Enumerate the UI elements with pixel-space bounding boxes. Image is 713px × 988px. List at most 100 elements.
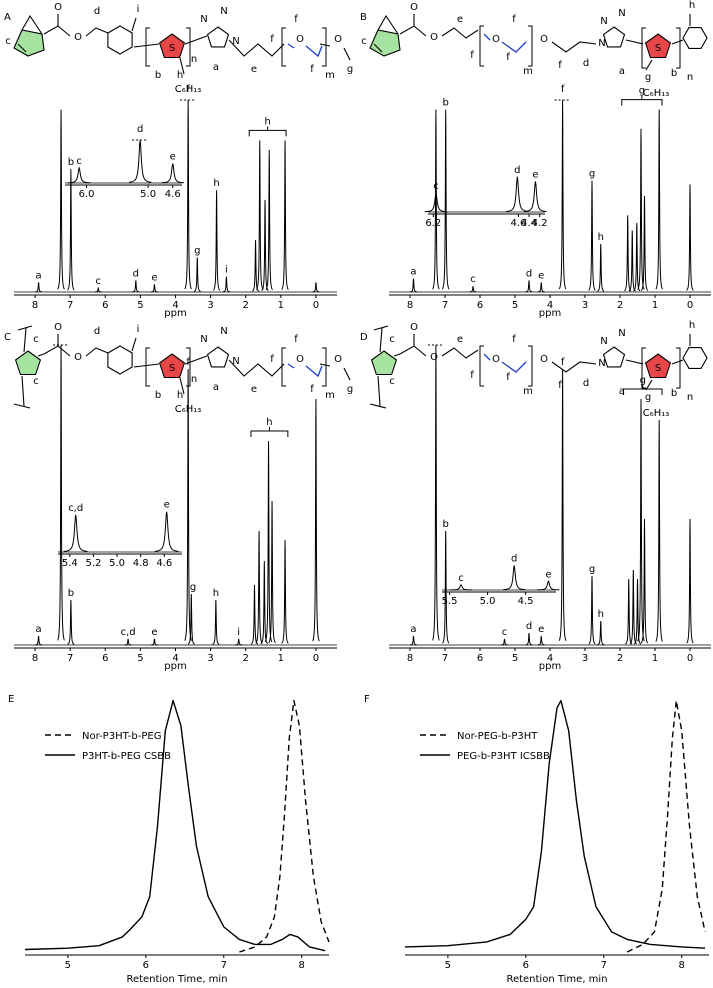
peak-label: e [164,500,170,511]
bond [17,43,27,53]
peak [588,575,596,645]
bracket [145,347,150,387]
structure-label: O [74,352,82,363]
structure-label: N [600,16,607,27]
structure-label: O [74,32,82,43]
peak-label: d [511,554,517,565]
peak [450,583,472,591]
structure-label: N [220,326,227,337]
peak-label: c [458,573,464,584]
peak [255,140,264,290]
structure-label: N [232,36,239,47]
structure-label: N [232,356,239,367]
bond [501,41,527,53]
bracket [676,27,681,69]
structure-label: O [54,322,62,333]
x-tick-label: 6 [102,300,108,311]
x-tick-label: 7 [67,300,73,311]
bond [23,327,27,353]
peak [588,180,596,291]
structure-label: O [492,34,500,45]
bond [625,359,644,365]
ring [107,345,133,375]
structure-label: a [619,66,625,77]
structure-label: c [33,334,39,345]
x-tick-label: 5.0 [109,558,125,569]
peak [268,500,276,644]
x-tick-label: 2 [243,653,249,664]
bond [319,43,331,47]
structure-label: c [389,334,395,345]
structure-label: O [410,322,418,333]
structure-label: f [512,334,516,345]
structure-label: N [200,334,207,345]
structure-label: b [155,390,161,401]
bond [343,367,351,381]
x-tick-label: 4 [547,653,553,664]
bracket [479,25,484,67]
panel-label: F [364,694,370,705]
bracket [479,345,484,387]
peak-label: d [133,268,139,279]
peak [537,635,545,646]
legend-label: PEG-b-P3HT ICSBB [457,751,550,762]
ring [602,26,626,48]
ring [644,353,672,379]
peak-label: i [225,265,228,276]
structure-label: m [325,390,335,401]
peak [537,282,545,293]
peak-label: c [470,274,476,285]
structure-label: h [689,0,695,11]
bracket [528,25,533,67]
trace [24,699,326,952]
bracket [641,27,646,69]
structure-label: N [600,336,607,347]
peak-label: a [36,624,42,635]
structure-label: f [506,52,510,63]
peak [255,530,263,644]
bond [21,14,43,35]
trace [404,699,706,949]
peak-label: g [194,245,200,256]
bond [373,325,389,331]
peak-label: e [170,152,176,163]
panel-label: D [360,332,368,343]
bond [645,59,653,71]
peak [633,578,642,645]
ring [206,26,230,48]
structure-label: C₆H₁₃ [643,408,670,419]
structure-label: f [294,334,298,345]
bond [441,27,479,39]
x-tick-label: 3 [207,300,213,311]
peak-label: c [96,276,102,287]
structure-label: d [94,326,100,337]
structure-label: g [347,384,353,395]
bond [369,403,387,409]
x-tick-label: 1 [652,300,658,311]
bond [483,33,491,41]
ring [14,350,42,376]
peak-label: f [561,84,565,95]
bond [671,39,684,45]
peak [686,184,694,291]
bond [21,375,25,407]
ring [13,29,45,57]
peak [524,181,547,213]
structure-label: b [671,68,677,79]
structure-label: m [523,66,533,77]
peak-label: d [526,621,532,632]
bracket [623,385,663,395]
peak [250,584,259,645]
peak [637,398,645,642]
peak [57,109,65,290]
peak [312,398,320,642]
peak [525,280,533,293]
bond [85,27,109,37]
x-tick-label: 0 [687,653,693,664]
peak-label: a [36,270,42,281]
peak [193,257,201,292]
x-tick-label: 7 [601,960,607,971]
peak-label: b [68,588,74,599]
structure-label: b [671,388,677,399]
